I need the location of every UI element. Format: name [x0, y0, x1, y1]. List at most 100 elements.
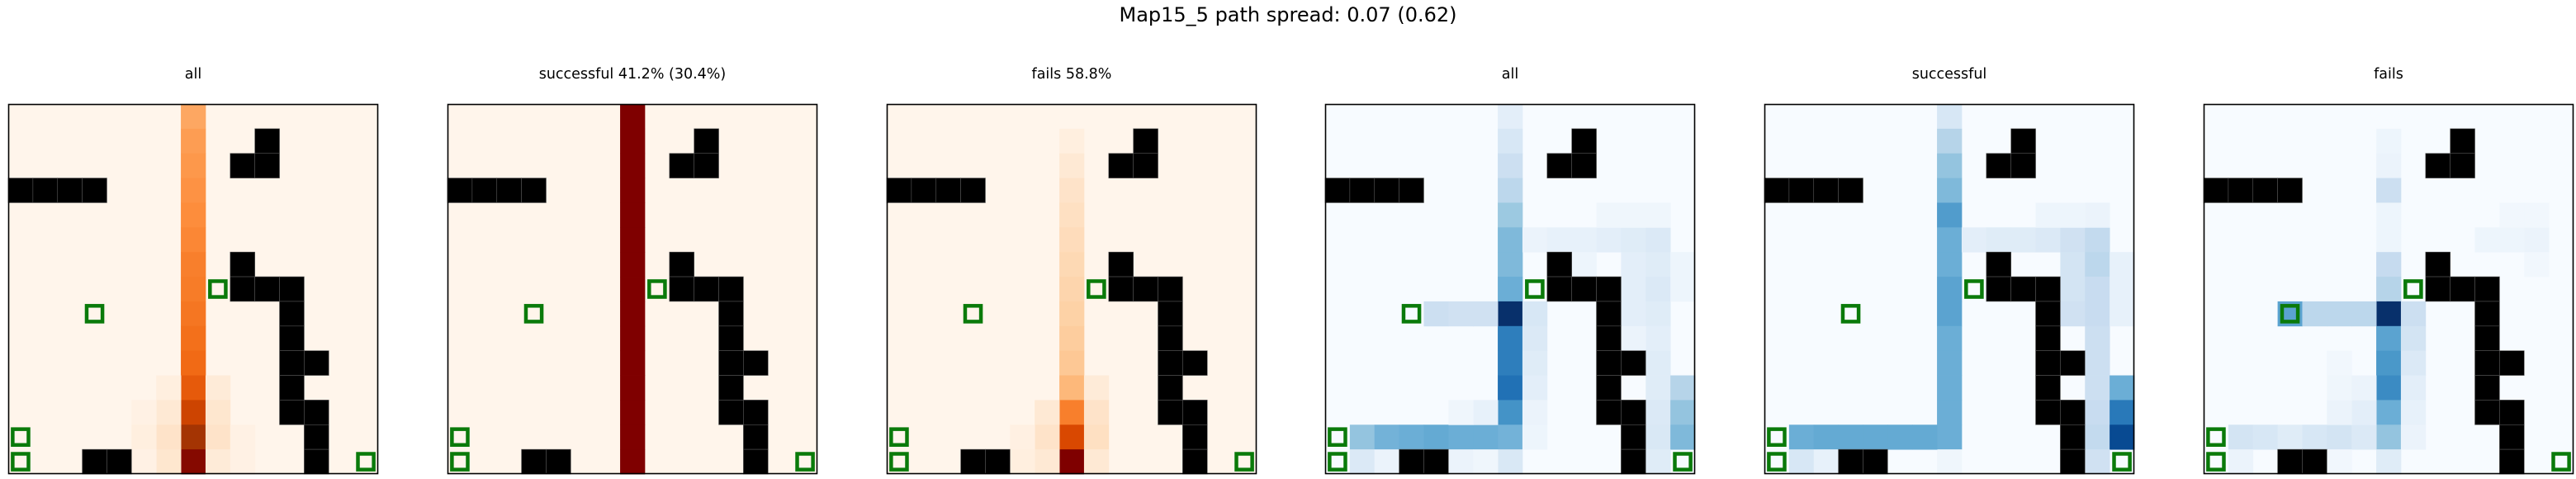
heatmap-cell [1059, 424, 1085, 450]
heatmap-panel-fails-oranges: fails 58.8% [886, 0, 1257, 479]
axes-frame [2203, 103, 2574, 475]
obstacle-cell [2035, 400, 2061, 425]
heatmap-cell [2085, 277, 2110, 302]
obstacle-cell [2474, 325, 2500, 351]
heatmap-cell [1646, 350, 1671, 376]
heatmap-cell [2376, 153, 2402, 178]
heatmap-cell [181, 104, 206, 130]
heatmap-cell [1937, 128, 1963, 154]
heatmap-cell [2110, 301, 2135, 327]
heatmap-cell [1670, 252, 1696, 277]
heatmap-cell [2376, 252, 2402, 277]
heatmap-cell [1522, 227, 1548, 253]
obstacle-cell [718, 375, 744, 401]
heatmap-cell [620, 400, 646, 425]
target-marker [1964, 279, 1984, 299]
heatmap-cell [2110, 252, 2135, 277]
obstacle-cell [1108, 251, 1134, 277]
heatmap-cell [2110, 424, 2135, 450]
heatmap-cell [156, 424, 182, 450]
heatmap-cell [1399, 424, 1424, 450]
heatmap-cell [1961, 227, 1987, 253]
target-marker [11, 452, 31, 472]
obstacle-cell [694, 153, 719, 178]
heatmap-cell [2085, 400, 2110, 425]
heatmap-cell [2376, 178, 2402, 203]
obstacle-cell [1621, 400, 1646, 425]
heatmap-cell [1596, 202, 1622, 228]
obstacle-cell [1596, 325, 1622, 351]
heatmap-cell [1937, 227, 1963, 253]
panel-title: fails [2374, 66, 2403, 83]
heatmap-cell [2110, 375, 2135, 401]
heatmap-cell [131, 400, 157, 425]
heatmap-cell [181, 277, 206, 302]
heatmap-cell [2010, 227, 2036, 253]
axes-frame [1764, 103, 2135, 475]
heatmap-cell [2085, 350, 2110, 376]
heatmap-cell [1596, 227, 1622, 253]
obstacle-cell [1546, 153, 1572, 178]
obstacle-cell [718, 301, 744, 327]
obstacle-cell [2035, 325, 2061, 351]
heatmap-cell [2327, 301, 2352, 327]
obstacle-cell [57, 178, 83, 203]
heatmap-cell [1010, 424, 1035, 450]
obstacle-cell [2228, 178, 2254, 203]
heatmap-cell [1522, 424, 1548, 450]
heatmap-cell [1059, 153, 1085, 178]
heatmap-cell [2376, 375, 2402, 401]
axes-frame [1324, 103, 1696, 475]
target-marker [889, 427, 909, 448]
heatmap-cell [2327, 375, 2352, 401]
target-marker [1401, 304, 1422, 324]
heatmap-cell [1621, 252, 1646, 277]
heatmap-cell [1083, 375, 1110, 401]
obstacle-cell [2425, 276, 2451, 302]
heatmap-cell [1522, 325, 1548, 352]
obstacle-cell [1182, 400, 1208, 425]
heatmap-cell [181, 449, 206, 475]
heatmap-cell [1522, 350, 1548, 376]
obstacle-cell [254, 153, 280, 178]
heatmap-cell [2035, 202, 2061, 228]
heatmap-panel-successful-oranges: successful 41.2% (30.4%) [447, 0, 818, 479]
heatmap-cell [1937, 104, 1963, 130]
target-marker [1328, 427, 1347, 448]
obstacle-cell [1546, 276, 1572, 302]
heatmap-cell [2376, 350, 2402, 376]
heatmap-cell [2060, 202, 2086, 228]
obstacle-cell [1349, 178, 1376, 203]
obstacle-cell [1788, 178, 1815, 203]
obstacle-cell [254, 276, 280, 302]
obstacle-cell [1324, 178, 1351, 203]
heatmap-cell [2400, 400, 2427, 425]
heatmap-cell [1646, 400, 1671, 425]
heatmap-cell [1059, 400, 1085, 425]
target-marker [963, 304, 983, 324]
heatmap-cell [1473, 424, 1499, 450]
heatmap-cell [1621, 301, 1646, 327]
heatmap-cell [1838, 424, 1863, 450]
heatmap-cell [1448, 301, 1474, 327]
heatmap-cell [2327, 400, 2352, 425]
obstacle-cell [1813, 178, 1839, 203]
obstacle-cell [279, 325, 305, 351]
obstacle-cell [2252, 178, 2278, 203]
target-marker [523, 304, 544, 324]
heatmap-cell [1937, 325, 1963, 352]
obstacle-cell [718, 350, 744, 376]
obstacle-cell [546, 448, 571, 475]
obstacle-cell [2010, 128, 2036, 154]
target-marker [2280, 304, 2300, 324]
heatmap-cell [1522, 301, 1548, 327]
heatmap-cell [2252, 424, 2278, 450]
heatmap-cell [620, 449, 646, 475]
heatmap-cell [1498, 325, 1523, 352]
heatmap-cell [2400, 375, 2427, 401]
obstacle-cell [1838, 178, 1863, 203]
target-marker [2551, 452, 2571, 472]
heatmap-cell [1646, 375, 1671, 401]
heatmap-cell [1473, 301, 1499, 327]
heatmap-chart [447, 103, 818, 475]
